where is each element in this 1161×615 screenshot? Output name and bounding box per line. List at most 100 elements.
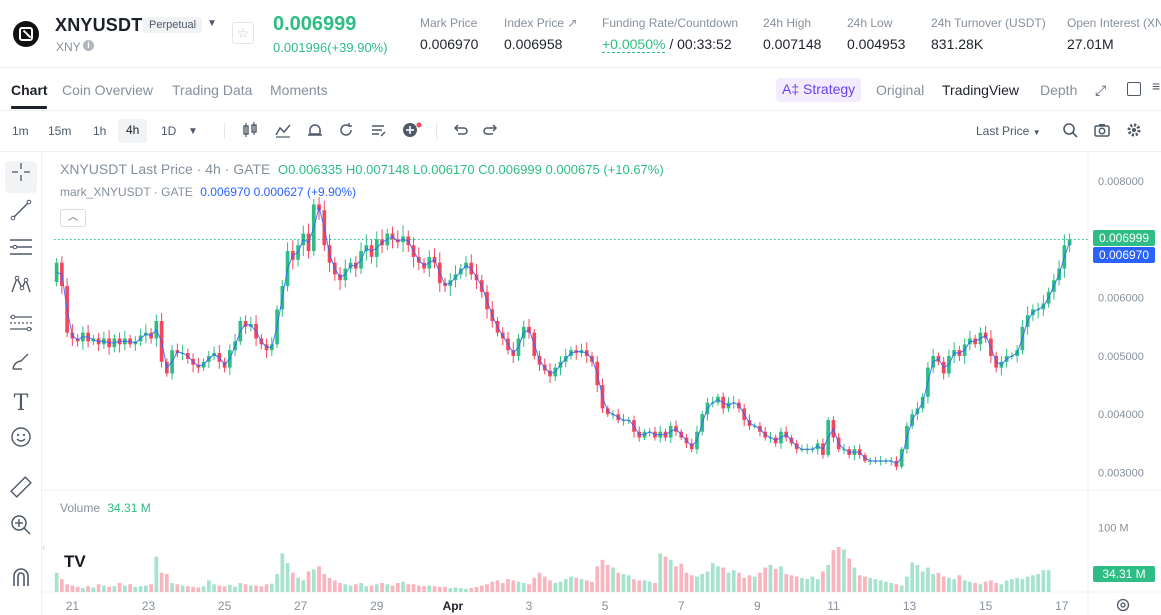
settings-gear-icon[interactable] xyxy=(1126,122,1142,141)
strategy-button[interactable]: A‡ Strategy xyxy=(776,78,862,102)
tab-coin-overview[interactable]: Coin Overview xyxy=(62,82,154,98)
price-type-label: Last Price xyxy=(976,124,1030,138)
volume-bar xyxy=(647,581,652,592)
pattern-icon[interactable] xyxy=(5,274,37,306)
stat-24h-high: 24h High 0.007148 xyxy=(763,16,821,52)
view-original[interactable]: Original xyxy=(876,82,925,98)
volume-bar xyxy=(86,586,90,592)
menu-icon[interactable]: ≡ xyxy=(1152,78,1161,94)
volume-bar xyxy=(915,565,920,592)
mark-legend-change: 0.000627 (+9.90%) xyxy=(253,185,357,199)
volume-value: 34.31 M xyxy=(107,501,151,515)
axis-settings-icon[interactable] xyxy=(1115,597,1131,615)
volume-bar xyxy=(742,577,747,592)
tab-trading-data[interactable]: Trading Data xyxy=(172,82,253,98)
timeframe-15m[interactable]: 15m xyxy=(48,124,72,138)
magnet-icon[interactable] xyxy=(5,566,37,598)
volume-bar xyxy=(668,559,673,592)
tradingview-logo[interactable]: TV xyxy=(64,552,86,571)
volume-bar xyxy=(128,584,132,592)
volume-bar xyxy=(123,585,127,592)
timeframe-4h[interactable]: 4h xyxy=(118,119,148,143)
candle-type-icon[interactable] xyxy=(242,122,258,141)
chart-tabs: Chart Coin Overview Trading Data Moments… xyxy=(0,68,1161,111)
volume-bar xyxy=(595,566,600,592)
zoom-icon[interactable] xyxy=(5,514,37,546)
stat-index-price[interactable]: Index Price ↗ 0.006958 xyxy=(504,16,577,52)
volume-bar xyxy=(322,574,327,592)
price-type-dropdown-icon: ▼ xyxy=(1032,128,1041,137)
indicators-icon[interactable] xyxy=(275,122,291,141)
volume-bar xyxy=(773,568,778,592)
favorite-star-icon[interactable]: ☆ xyxy=(232,22,254,44)
view-depth[interactable]: Depth xyxy=(1040,82,1078,98)
horizontal-lines-icon[interactable] xyxy=(5,236,37,268)
volume-bar xyxy=(626,575,631,592)
crosshair-icon[interactable] xyxy=(5,161,37,193)
legend-collapse-button[interactable]: ︿ xyxy=(60,209,86,227)
screenshot-camera-icon[interactable] xyxy=(1094,122,1110,141)
x-tick-label: 21 xyxy=(66,599,80,613)
alert-icon[interactable] xyxy=(307,122,323,141)
symbol-dropdown-icon[interactable]: ▼ xyxy=(207,18,217,29)
tab-moments[interactable]: Moments xyxy=(270,82,328,98)
undo-icon[interactable] xyxy=(452,122,468,141)
brush-icon[interactable] xyxy=(5,350,37,382)
volume-bar xyxy=(353,584,358,592)
volume-bar xyxy=(469,588,474,592)
volume-bar xyxy=(81,588,85,592)
trend-line-icon[interactable] xyxy=(5,199,37,231)
volume-bar xyxy=(653,583,657,592)
legend-change: 0.000675 (+10.67%) xyxy=(545,162,664,177)
timeframe-1h[interactable]: 1h xyxy=(93,124,107,138)
y-tick-label: 0.006000 xyxy=(1098,293,1144,305)
volume-bar xyxy=(516,581,521,592)
volume-bar xyxy=(1015,577,1019,592)
volume-tick-label: 100 M xyxy=(1098,523,1129,535)
volume-bar xyxy=(894,584,899,592)
info-icon[interactable]: i xyxy=(83,40,94,51)
ruler-icon[interactable] xyxy=(5,476,37,508)
symbol-title[interactable]: XNYUSDT xyxy=(55,15,143,35)
tab-chart[interactable]: Chart xyxy=(11,82,48,98)
replay-icon[interactable] xyxy=(338,122,354,141)
price-chart[interactable]: 0.0080000.0070000.0060000.0050000.004000… xyxy=(42,152,1161,615)
volume-bar xyxy=(553,583,558,592)
templates-icon[interactable] xyxy=(370,122,386,141)
volume-bar xyxy=(857,575,862,592)
x-tick-label: 23 xyxy=(142,599,156,613)
candlestick-chart-svg[interactable]: 0.0080000.0070000.0060000.0050000.004000… xyxy=(42,152,1161,615)
coin-name: XNY xyxy=(56,40,81,54)
volume-bar xyxy=(191,586,195,592)
volume-bar xyxy=(238,583,243,592)
volume-bar xyxy=(716,566,720,592)
scroll-left-icon[interactable]: ‹ xyxy=(42,542,46,553)
volume-bar xyxy=(632,579,636,592)
volume-bar xyxy=(548,580,552,592)
window-icon[interactable] xyxy=(1127,82,1141,96)
x-tick-label: 27 xyxy=(294,599,308,613)
volume-bar xyxy=(212,584,216,592)
expand-icon[interactable]: ⤢ xyxy=(1095,82,1107,98)
fibonacci-icon[interactable] xyxy=(5,312,37,344)
add-indicator-icon[interactable] xyxy=(402,122,422,141)
emoji-icon[interactable] xyxy=(5,426,37,458)
volume-bar xyxy=(920,571,925,592)
price-type-select[interactable]: Last Price ▼ xyxy=(976,124,1041,138)
redo-icon[interactable] xyxy=(483,122,499,141)
volume-bar xyxy=(1020,579,1025,592)
view-tradingview[interactable]: TradingView xyxy=(942,82,1020,98)
timeframe-1d[interactable]: 1D xyxy=(161,124,177,138)
last-price-tag: 0.006999 xyxy=(1093,230,1155,246)
stat-label: Open Interest (XN xyxy=(1067,16,1161,30)
volume-bar xyxy=(175,584,180,592)
funding-rate-value[interactable]: +0.0050% xyxy=(602,36,666,53)
volume-bar xyxy=(532,577,537,592)
text-icon[interactable]: T xyxy=(13,391,29,416)
x-tick-label: 17 xyxy=(1055,599,1069,613)
timeframe-dropdown-icon[interactable]: ▼ xyxy=(188,126,198,137)
search-icon[interactable] xyxy=(1062,122,1078,141)
volume-bar xyxy=(800,577,804,592)
timeframe-1m[interactable]: 1m xyxy=(12,124,29,138)
volume-bar xyxy=(458,588,463,592)
